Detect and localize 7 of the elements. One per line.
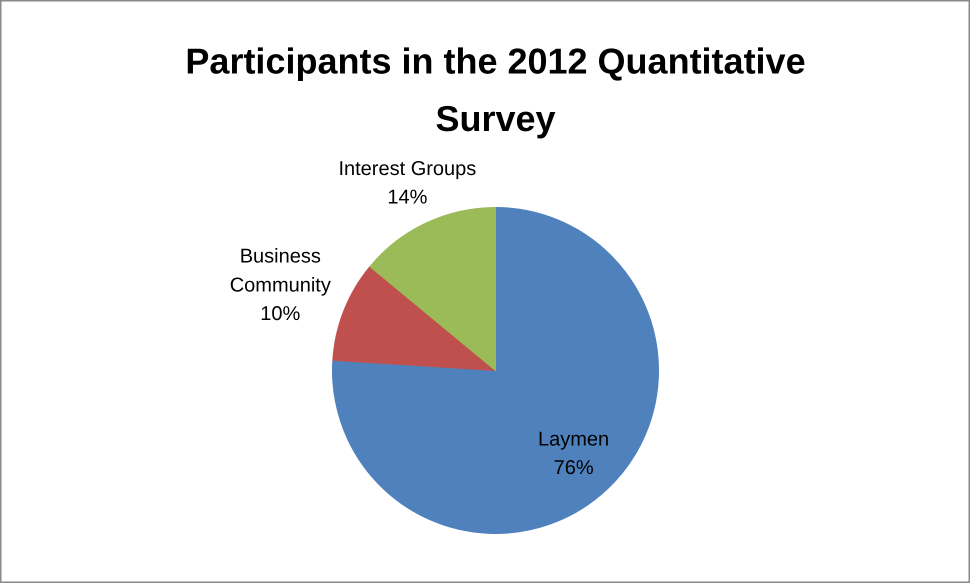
- slice-label: Business Community: [230, 246, 331, 296]
- data-label: 76%: [554, 456, 594, 479]
- slice-label: Laymen: [538, 428, 610, 450]
- data-label: 14%: [387, 186, 428, 208]
- slice-label: Interest Groups: [338, 158, 476, 180]
- chart-title: Participants in the 2012 Quantitative Survey: [185, 40, 806, 139]
- data-label: 10%: [260, 302, 301, 325]
